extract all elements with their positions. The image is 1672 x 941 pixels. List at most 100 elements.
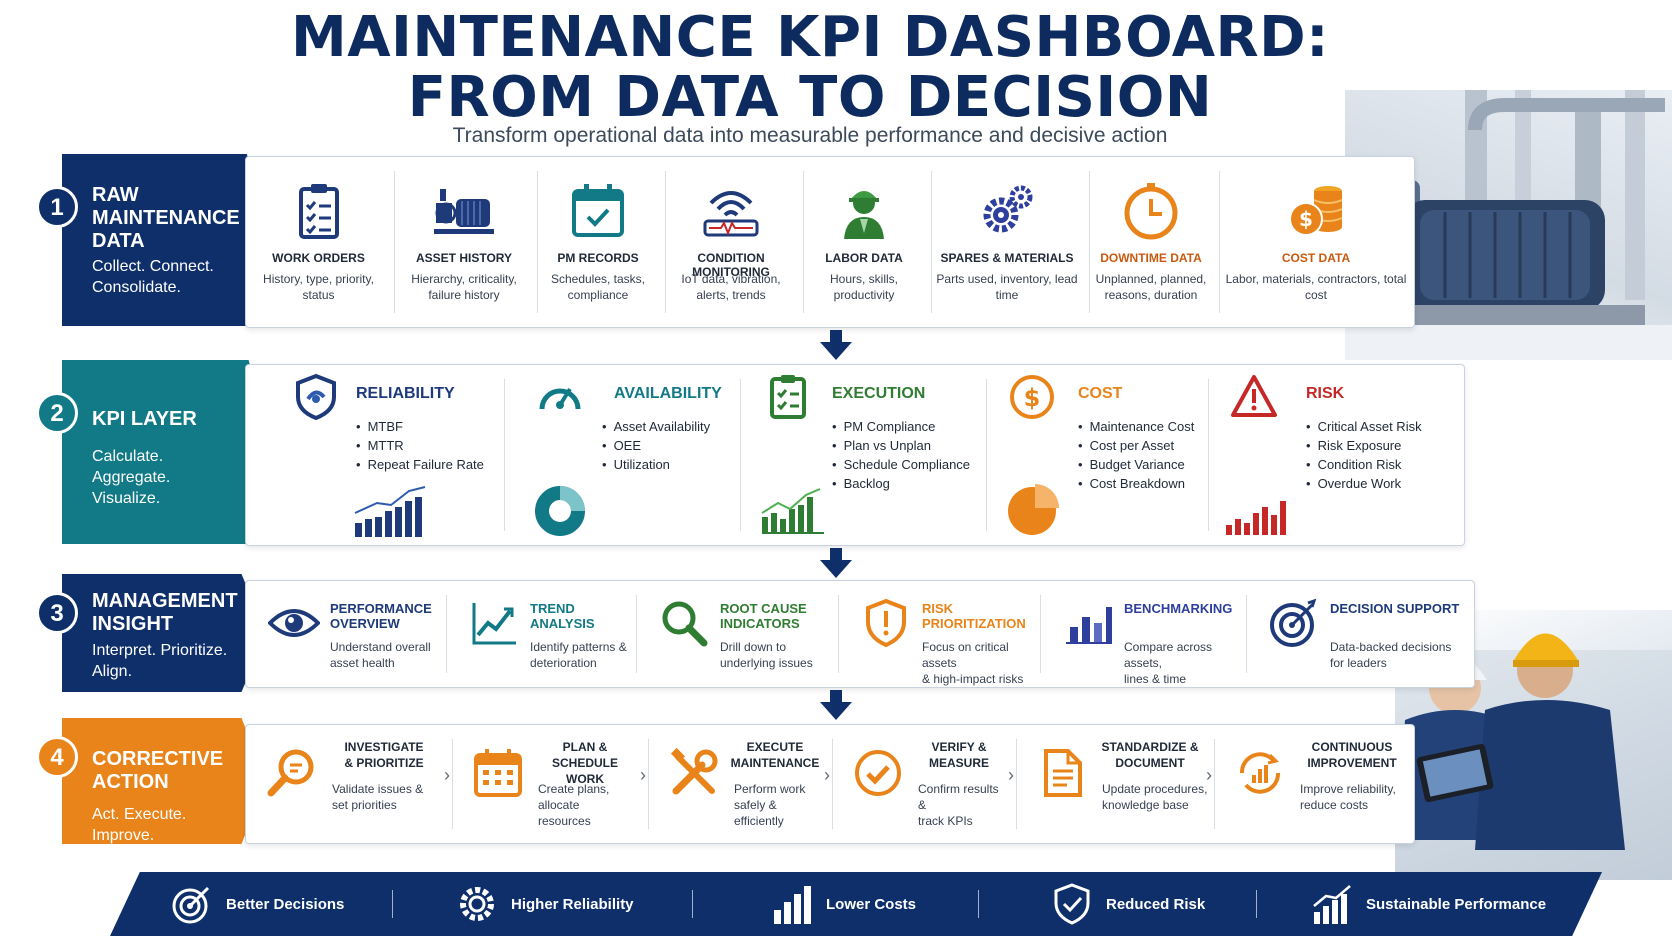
eye-icon xyxy=(268,609,320,637)
stage-2-number: 2 xyxy=(36,392,78,434)
raw-data-description: History, type, priority, status xyxy=(263,272,374,302)
pump-asset-icon xyxy=(434,189,494,234)
action-standardize: STANDARDIZE & DOCUMENT Update procedures… xyxy=(1016,725,1208,843)
action-label: CONTINUOUS IMPROVEMENT xyxy=(1296,739,1408,771)
kpi-bullets: MTBF MTTR Repeat Failure Rate xyxy=(356,417,484,474)
raw-data-label: PM RECORDS xyxy=(557,251,639,265)
stage-2-label: KPI LAYER Calculate. Aggregate. Visualiz… xyxy=(62,360,274,544)
action-label-line: IMPROVEMENT xyxy=(1307,756,1397,770)
action-label-line: VERIFY & xyxy=(931,740,987,754)
kpi-bullets: Asset Availability OEE Utilization xyxy=(602,417,711,474)
coins-icon: $ xyxy=(1289,186,1343,236)
insight-label-line: BENCHMARKING xyxy=(1124,601,1233,616)
raw-data-pm-records: PM RECORDS Schedules, tasks, compliance xyxy=(534,157,662,327)
divider xyxy=(504,379,505,531)
action-description-line: track KPIs xyxy=(918,814,973,828)
target-icon xyxy=(1270,598,1317,647)
kpi-bullet: Plan vs Unplan xyxy=(832,436,970,455)
insight-description-line: Drill down to xyxy=(720,640,787,654)
action-verify: VERIFY & MEASURE Confirm results & track… xyxy=(832,725,1010,843)
divider xyxy=(446,595,447,673)
sensor-wave-icon xyxy=(703,191,759,237)
insight-root-cause: ROOT CAUSE INDICATORS Drill down to unde… xyxy=(636,581,836,687)
title-line-2: FROM DATA TO DECISION xyxy=(407,65,1213,130)
kpi-cost: $ COST Maintenance Cost Cost per Asset B… xyxy=(986,365,1208,545)
divider xyxy=(392,890,393,918)
kpi-label: AVAILABILITY xyxy=(614,385,722,402)
growth-chart-icon xyxy=(1313,885,1351,924)
divider xyxy=(803,171,804,313)
clock-icon xyxy=(1124,183,1178,240)
action-description: Validate issues & set priorities xyxy=(332,781,423,813)
action-execute: EXECUTE MAINTENANCE Perform work safely … xyxy=(648,725,826,843)
kpi-bullets: PM Compliance Plan vs Unplan Schedule Co… xyxy=(832,417,970,493)
divider xyxy=(394,171,395,313)
donut-chart-icon xyxy=(535,486,585,536)
insight-decision-support: DECISION SUPPORT Data-backed decisions f… xyxy=(1246,581,1474,687)
kpi-bullet: Budget Variance xyxy=(1078,455,1194,474)
outcome-higher-reliability: Higher Reliability xyxy=(455,872,634,936)
insight-description: Understand overall asset health xyxy=(330,639,431,671)
raw-data-labor: LABOR DATA Hours, skills, productivity xyxy=(800,157,928,327)
action-description-line: set priorities xyxy=(332,798,397,812)
stage-4-number: 4 xyxy=(36,736,78,778)
gear-icon xyxy=(460,887,494,921)
divider xyxy=(1089,171,1090,313)
divider xyxy=(1016,739,1017,829)
kpi-label: RELIABILITY xyxy=(356,385,455,402)
kpi-bullets: Critical Asset Risk Risk Exposure Condit… xyxy=(1306,417,1422,493)
insight-label: RISK PRIORITIZATION xyxy=(922,601,1038,631)
warning-icon xyxy=(1231,375,1277,417)
dollar-icon: $ xyxy=(1010,375,1054,419)
insight-description-line: lines & time xyxy=(1124,672,1187,686)
action-label-line: MAINTENANCE xyxy=(730,756,820,770)
raw-data-description: Schedules, tasks, compliance xyxy=(550,272,646,302)
kpi-risk: RISK Critical Asset Risk Risk Exposure C… xyxy=(1208,365,1466,545)
raw-data-description: Labor, materials, contractors, total cos… xyxy=(1225,272,1407,302)
stage-3-title: MANAGEMENT INSIGHT xyxy=(92,590,238,635)
kpi-bullet: Risk Exposure xyxy=(1306,436,1422,455)
kpi-bullet: Overdue Work xyxy=(1306,474,1422,493)
action-description: Perform work safely & efficiently xyxy=(734,781,826,829)
divider xyxy=(978,890,979,918)
insight-description-line: underlying issues xyxy=(720,656,813,670)
page-title: MAINTENANCE KPI DASHBOARD: FROM DATA TO … xyxy=(230,8,1390,128)
tools-icon xyxy=(670,747,718,795)
action-label-line: & PRIORITIZE xyxy=(344,756,424,770)
outcome-lower-costs: Lower Costs xyxy=(770,872,916,936)
kpi-bullet: Condition Risk xyxy=(1306,455,1422,474)
kpi-bullets: Maintenance Cost Cost per Asset Budget V… xyxy=(1078,417,1195,493)
stage-3-number: 3 xyxy=(36,592,78,634)
insight-description-line: deterioration xyxy=(530,656,597,670)
raw-data-description: Hours, skills, productivity xyxy=(829,272,898,302)
divider xyxy=(931,171,932,313)
action-label: PLAN & SCHEDULE WORK xyxy=(534,739,636,787)
svg-text:$: $ xyxy=(1024,384,1041,412)
insight-benchmarking: BENCHMARKING Compare across assets, line… xyxy=(1040,581,1244,687)
insight-description: Focus on critical assets & high-impact r… xyxy=(922,639,1038,687)
action-continuous-improvement: CONTINUOUS IMPROVEMENT Improve reliabili… xyxy=(1214,725,1414,843)
flow-arrow-icon xyxy=(820,330,852,360)
action-description-line: Improve reliability, xyxy=(1300,782,1396,796)
chevron-right-icon: › xyxy=(640,765,646,785)
shield-check-icon xyxy=(1054,883,1090,925)
title-line-1: MAINTENANCE KPI DASHBOARD: xyxy=(290,5,1330,70)
action-description-line: Confirm results & xyxy=(918,782,999,812)
insight-description-line: Understand overall xyxy=(330,640,431,654)
raw-data-asset-history: ASSET HISTORY Hierarchy, criticality, fa… xyxy=(394,157,534,327)
search-icon xyxy=(267,749,314,797)
divider xyxy=(692,890,693,918)
page-subtitle: Transform operational data into measurab… xyxy=(452,124,1168,147)
kpi-bullet: PM Compliance xyxy=(832,417,970,436)
insight-trend-analysis: TREND ANALYSIS Identify patterns & deter… xyxy=(446,581,634,687)
kpi-bullet: Maintenance Cost xyxy=(1078,417,1195,436)
insight-description: Drill down to underlying issues xyxy=(720,639,813,671)
divider xyxy=(832,739,833,829)
kpi-bullet: Cost Breakdown xyxy=(1078,474,1194,493)
stage-1-label: RAW MAINTENANCE DATA Collect. Connect. C… xyxy=(62,154,272,326)
technicians-photo xyxy=(1395,610,1672,880)
chevron-right-icon: › xyxy=(1206,765,1212,785)
kpi-bullet: Utilization xyxy=(602,455,710,474)
outcome-better-decisions: Better Decisions xyxy=(170,872,344,936)
action-label: EXECUTE MAINTENANCE xyxy=(730,739,820,771)
